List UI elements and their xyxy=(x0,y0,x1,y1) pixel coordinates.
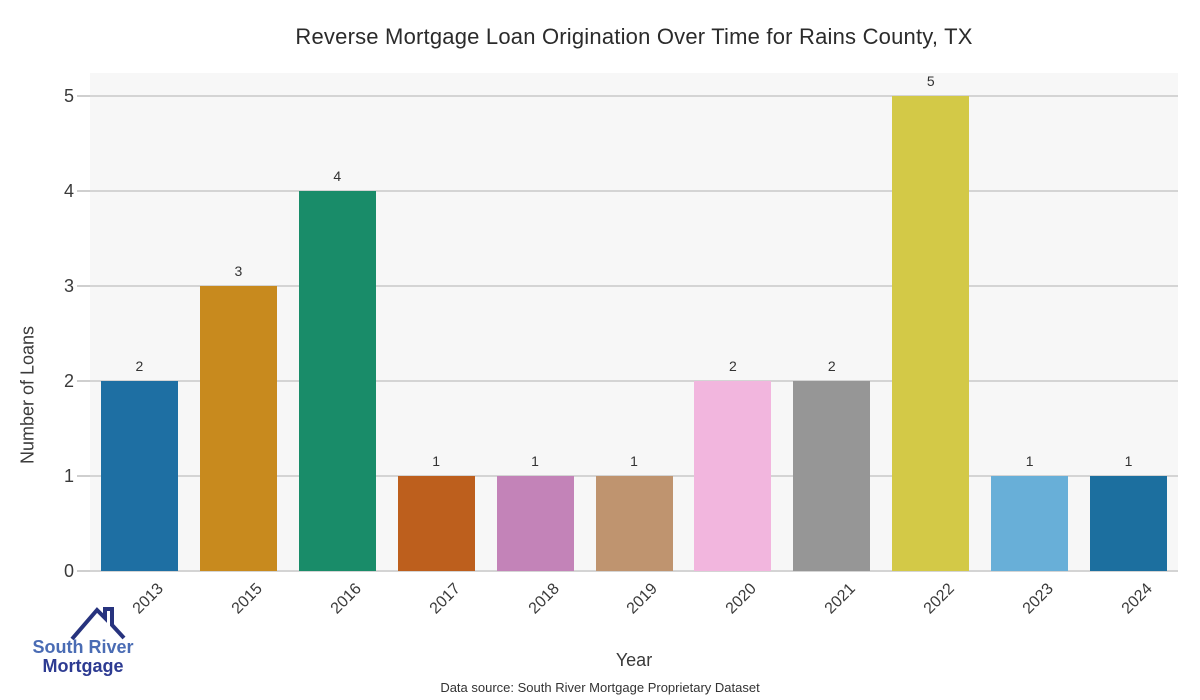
bar-2024 xyxy=(1090,476,1168,571)
y-tick-label-4: 4 xyxy=(63,181,74,201)
y-tick-label-0: 0 xyxy=(63,561,74,581)
bar-2022 xyxy=(892,96,970,571)
bar-value-label-2021: 2 xyxy=(827,358,836,374)
y-tick-mark-1 xyxy=(77,475,90,477)
gridline-y3 xyxy=(90,285,1178,287)
bar-2023 xyxy=(991,476,1069,571)
bar-2018 xyxy=(496,476,574,571)
bar-2021 xyxy=(793,381,871,571)
bar-value-label-2023: 1 xyxy=(1025,453,1034,469)
bar-value-label-2022: 5 xyxy=(926,73,935,89)
bar-2019 xyxy=(595,476,673,571)
x-tick-label-2015: 2015 xyxy=(228,580,266,618)
x-tick-label-2017: 2017 xyxy=(426,580,464,618)
logo-text: South River Mortgage xyxy=(18,638,148,676)
bar-value-label-2017: 1 xyxy=(432,453,441,469)
plot-area: Number of Loans 0 1 2 3 4 5 2 2013 3 2015 4 2016 1 20… xyxy=(18,73,1178,617)
bar-2015 xyxy=(199,286,277,571)
gridline-y0 xyxy=(90,570,1178,572)
gridline-y2 xyxy=(90,380,1178,382)
y-tick-label-3: 3 xyxy=(63,276,74,296)
x-tick-label-2016: 2016 xyxy=(327,580,365,618)
bar-value-label-2018: 1 xyxy=(531,453,539,469)
house-roof-icon xyxy=(70,607,126,641)
y-tick-label-2: 2 xyxy=(63,371,74,391)
y-tick-mark-2 xyxy=(77,380,90,382)
x-tick-label-2021: 2021 xyxy=(821,580,860,618)
y-tick-label-5: 5 xyxy=(63,86,74,106)
y-tick-mark-5 xyxy=(77,95,90,97)
x-tick-label-2022: 2022 xyxy=(920,580,959,618)
bar-value-label-2019: 1 xyxy=(630,453,638,469)
bar-value-label-2016: 4 xyxy=(333,168,342,184)
bar-value-label-2020: 2 xyxy=(729,358,737,374)
bar-value-label-2013: 2 xyxy=(135,358,144,374)
y-tick-mark-3 xyxy=(77,285,90,287)
bar-2013 xyxy=(100,381,178,571)
y-tick-mark-0 xyxy=(77,570,90,572)
bar-2017 xyxy=(397,476,475,571)
data-source-note: Data source: South River Mortgage Propri… xyxy=(440,680,760,695)
bar-value-label-2015: 3 xyxy=(234,263,243,279)
bar-2020 xyxy=(694,381,772,571)
x-tick-label-2019: 2019 xyxy=(624,580,662,618)
x-tick-label-2020: 2020 xyxy=(723,580,761,618)
logo-line2: Mortgage xyxy=(42,655,124,676)
gridline-y4 xyxy=(90,190,1178,192)
y-tick-mark-4 xyxy=(77,190,90,192)
bar-value-label-2024: 1 xyxy=(1124,453,1133,469)
x-tick-label-2023: 2023 xyxy=(1019,580,1057,618)
bar-2016 xyxy=(298,191,376,571)
gridline-y5 xyxy=(90,95,1178,97)
y-axis-label: Number of Loans xyxy=(17,325,38,465)
x-tick-label-2018: 2018 xyxy=(525,580,563,618)
x-tick-label-2024: 2024 xyxy=(1118,580,1156,618)
x-tick-label-2013: 2013 xyxy=(129,580,167,618)
y-tick-label-1: 1 xyxy=(63,466,74,486)
logo-line1: South River xyxy=(32,637,134,657)
chart-title: Reverse Mortgage Loan Origination Over T… xyxy=(295,24,973,49)
x-axis-label: Year xyxy=(615,650,653,670)
